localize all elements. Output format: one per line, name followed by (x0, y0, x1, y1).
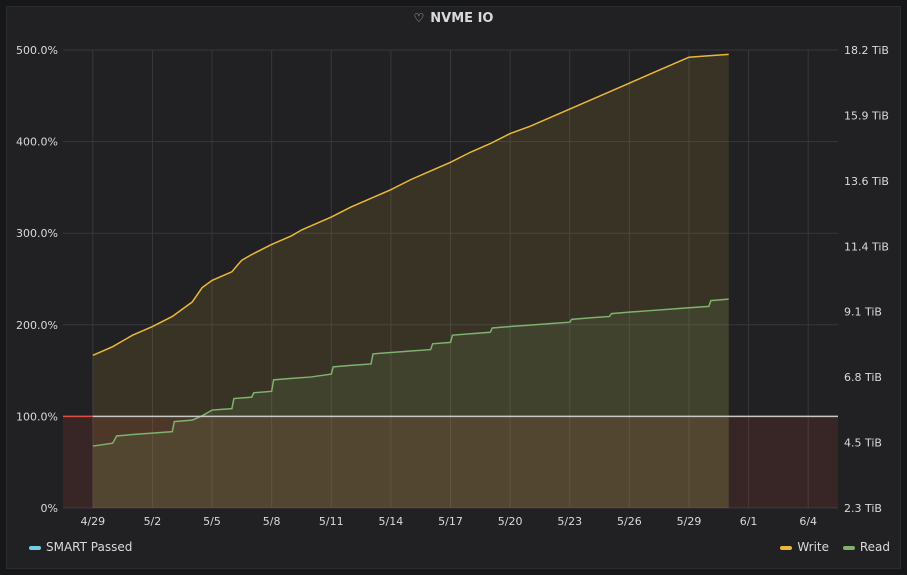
series-line-read (92, 298, 729, 447)
legend-label-smart-passed: SMART Passed (46, 540, 133, 554)
x-tick-label: 5/17 (438, 515, 463, 528)
y-right-tick-label: 18.2 TiB (844, 44, 889, 57)
panel-title[interactable]: ♡ NVME IO (7, 11, 900, 26)
x-tick-label: 6/1 (740, 515, 758, 528)
legend-item-write[interactable]: Write (780, 540, 833, 554)
legend-item-smart-passed[interactable]: SMART Passed (29, 540, 132, 554)
x-tick-label: 5/2 (144, 515, 162, 528)
threshold-region (63, 416, 838, 508)
y-left-tick-label: 100.0% (16, 410, 58, 423)
y-right-tick-label: 2.3 TiB (844, 502, 882, 515)
x-tick-label: 5/29 (677, 515, 702, 528)
legend-label-read: Read (859, 540, 890, 554)
legend-label-write: Write (797, 540, 830, 554)
heart-icon: ♡ (413, 11, 425, 25)
y-right-tick-label: 6.8 TiB (844, 371, 882, 384)
x-tick-label: 6/4 (799, 515, 817, 528)
y-left-tick-label: 0% (41, 502, 58, 515)
write-swatch (780, 545, 793, 550)
x-tick-label: 5/11 (319, 515, 344, 528)
x-tick-label: 5/5 (203, 515, 221, 528)
y-left-tick-label: 200.0% (16, 319, 58, 332)
panel-title-text: NVME IO (430, 11, 494, 26)
y-right-tick-label: 13.6 TiB (844, 175, 889, 188)
y-right-tick-label: 9.1 TiB (844, 306, 882, 319)
x-tick-label: 5/8 (263, 515, 281, 528)
y-right-tick-label: 4.5 TiB (844, 437, 882, 450)
series-area-write (92, 54, 729, 509)
y-right-tick-label: 11.4 TiB (844, 240, 889, 253)
x-tick-label: 5/26 (617, 515, 642, 528)
smart-passed-swatch (29, 545, 41, 550)
x-tick-label: 5/20 (498, 515, 523, 528)
series-line-write (92, 53, 729, 357)
series-area-read (92, 299, 729, 508)
y-left-tick-label: 300.0% (16, 227, 58, 240)
read-swatch (842, 545, 855, 550)
y-right-tick-label: 15.9 TiB (844, 109, 889, 122)
y-left-tick-label: 500.0% (16, 44, 58, 57)
legend-item-read[interactable]: Read (842, 540, 890, 554)
x-tick-label: 4/29 (80, 515, 105, 528)
y-left-tick-label: 400.0% (16, 136, 58, 149)
graph-panel: ♡ NVME IO 0% 100.0% 200.0% 300.0% 400.0% 500.0… (6, 6, 901, 569)
legend-left: SMART Passed (29, 540, 132, 554)
x-tick-label: 5/23 (557, 515, 582, 528)
nvme-io-chart[interactable]: 0% 100.0% 200.0% 300.0% 400.0% 500.0% 2.3 TiB 4… (7, 7, 900, 568)
legend-right: Write Read (780, 540, 890, 554)
x-tick-label: 5/14 (379, 515, 404, 528)
